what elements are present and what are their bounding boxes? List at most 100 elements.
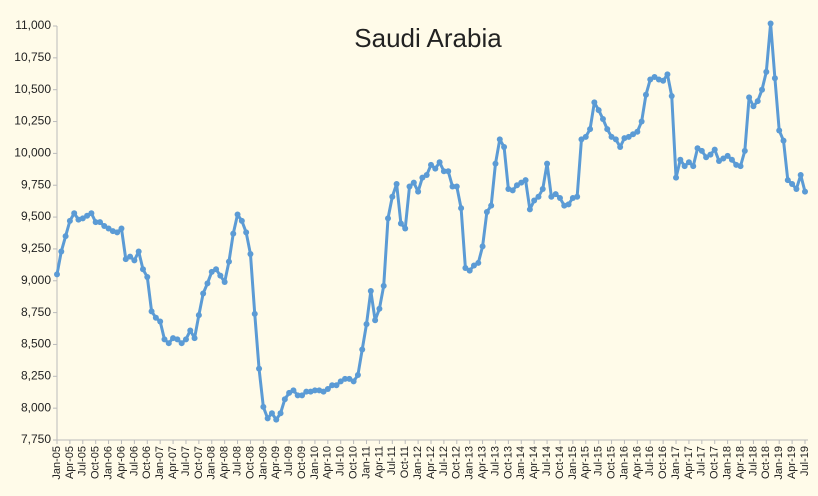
point <box>410 179 417 186</box>
x-tick-label: Jan-18 <box>722 446 734 480</box>
point <box>71 210 78 217</box>
point <box>759 86 766 93</box>
x-tick-label: Apr-16 <box>631 446 643 479</box>
x-tick-label: Jul-18 <box>747 446 759 476</box>
point <box>174 336 181 343</box>
x-tick-label: Oct-12 <box>451 446 463 479</box>
point <box>595 107 602 114</box>
point <box>238 217 245 224</box>
point <box>131 257 138 264</box>
x-tick-label: Jul-17 <box>696 446 708 476</box>
point <box>359 346 366 353</box>
point <box>741 147 748 154</box>
x-tick-label: Jul-09 <box>283 446 295 476</box>
point <box>397 220 404 227</box>
point <box>350 378 357 385</box>
x-tick-label: Jan-12 <box>412 446 424 480</box>
x-tick-label: Jan-06 <box>102 446 114 480</box>
y-tick-label: 9,500 <box>21 209 51 223</box>
point <box>385 215 392 222</box>
point <box>182 336 189 343</box>
y-tick-label: 8,750 <box>21 305 51 319</box>
x-tick-label: Jul-08 <box>231 446 243 476</box>
point <box>243 229 250 236</box>
point <box>66 217 73 224</box>
point <box>617 144 624 151</box>
point <box>690 163 697 170</box>
point <box>135 248 142 255</box>
point <box>711 146 718 153</box>
point <box>342 375 349 382</box>
point <box>114 229 121 236</box>
y-tick-label: 9,000 <box>21 273 51 287</box>
point <box>458 205 465 212</box>
point <box>737 163 744 170</box>
x-tick-label: Apr-07 <box>167 446 179 479</box>
y-tick-label: 8,250 <box>21 368 51 382</box>
point <box>251 310 258 317</box>
point <box>187 327 194 334</box>
point <box>333 382 340 389</box>
point <box>612 136 619 143</box>
point <box>668 93 675 100</box>
point <box>698 147 705 154</box>
x-tick-label: Jan-08 <box>206 446 218 480</box>
x-tick-label: Oct-06 <box>141 446 153 479</box>
point <box>784 177 791 184</box>
y-tick-label: 10,750 <box>14 50 51 64</box>
y-tick-label: 10,500 <box>14 82 51 96</box>
y-tick-label: 9,750 <box>21 177 51 191</box>
point <box>582 133 589 140</box>
x-tick-label: Jan-16 <box>618 446 630 480</box>
point <box>354 372 361 379</box>
x-tick-label: Jan-10 <box>309 446 321 480</box>
point <box>436 159 443 166</box>
point <box>264 415 271 422</box>
point <box>152 314 159 321</box>
x-tick-label: Jan-07 <box>154 446 166 480</box>
point <box>535 193 542 200</box>
x-tick-label: Oct-10 <box>348 446 360 479</box>
point <box>157 318 164 325</box>
point <box>445 168 452 175</box>
point <box>221 279 228 286</box>
point <box>475 259 482 266</box>
point <box>303 388 310 395</box>
point <box>802 188 808 195</box>
point <box>372 317 379 324</box>
x-tick-label: Oct-15 <box>605 446 617 479</box>
point <box>324 386 331 393</box>
y-tick-label: 11,000 <box>15 18 51 32</box>
point <box>402 225 409 232</box>
point <box>58 248 65 255</box>
x-tick-label: Jul-19 <box>799 446 811 476</box>
point <box>88 210 95 217</box>
point <box>565 201 572 208</box>
chart-title: Saudi Arabia <box>354 23 502 53</box>
y-tick-label: 10,000 <box>14 146 51 160</box>
x-tick-label: Jan-09 <box>257 446 269 480</box>
x-tick-label: Apr-14 <box>528 446 540 479</box>
point <box>685 159 692 166</box>
x-tick-label: Apr-18 <box>734 446 746 479</box>
point <box>660 77 667 84</box>
point <box>376 305 383 312</box>
x-tick-label: Oct-05 <box>90 446 102 479</box>
point <box>539 186 546 193</box>
point <box>234 211 241 218</box>
point <box>501 144 508 151</box>
point <box>522 177 529 184</box>
point <box>780 137 787 144</box>
x-tick-label: Oct-14 <box>554 446 566 479</box>
point <box>479 243 486 250</box>
point <box>54 271 60 278</box>
y-tick-label: 8,500 <box>21 337 51 351</box>
x-tick-label: Oct-17 <box>709 446 721 479</box>
point <box>273 416 280 423</box>
point <box>195 312 202 319</box>
point <box>677 156 684 163</box>
x-tick-label: Jan-14 <box>515 446 527 480</box>
x-tick-label: Jul-13 <box>489 446 501 476</box>
point <box>144 273 151 280</box>
